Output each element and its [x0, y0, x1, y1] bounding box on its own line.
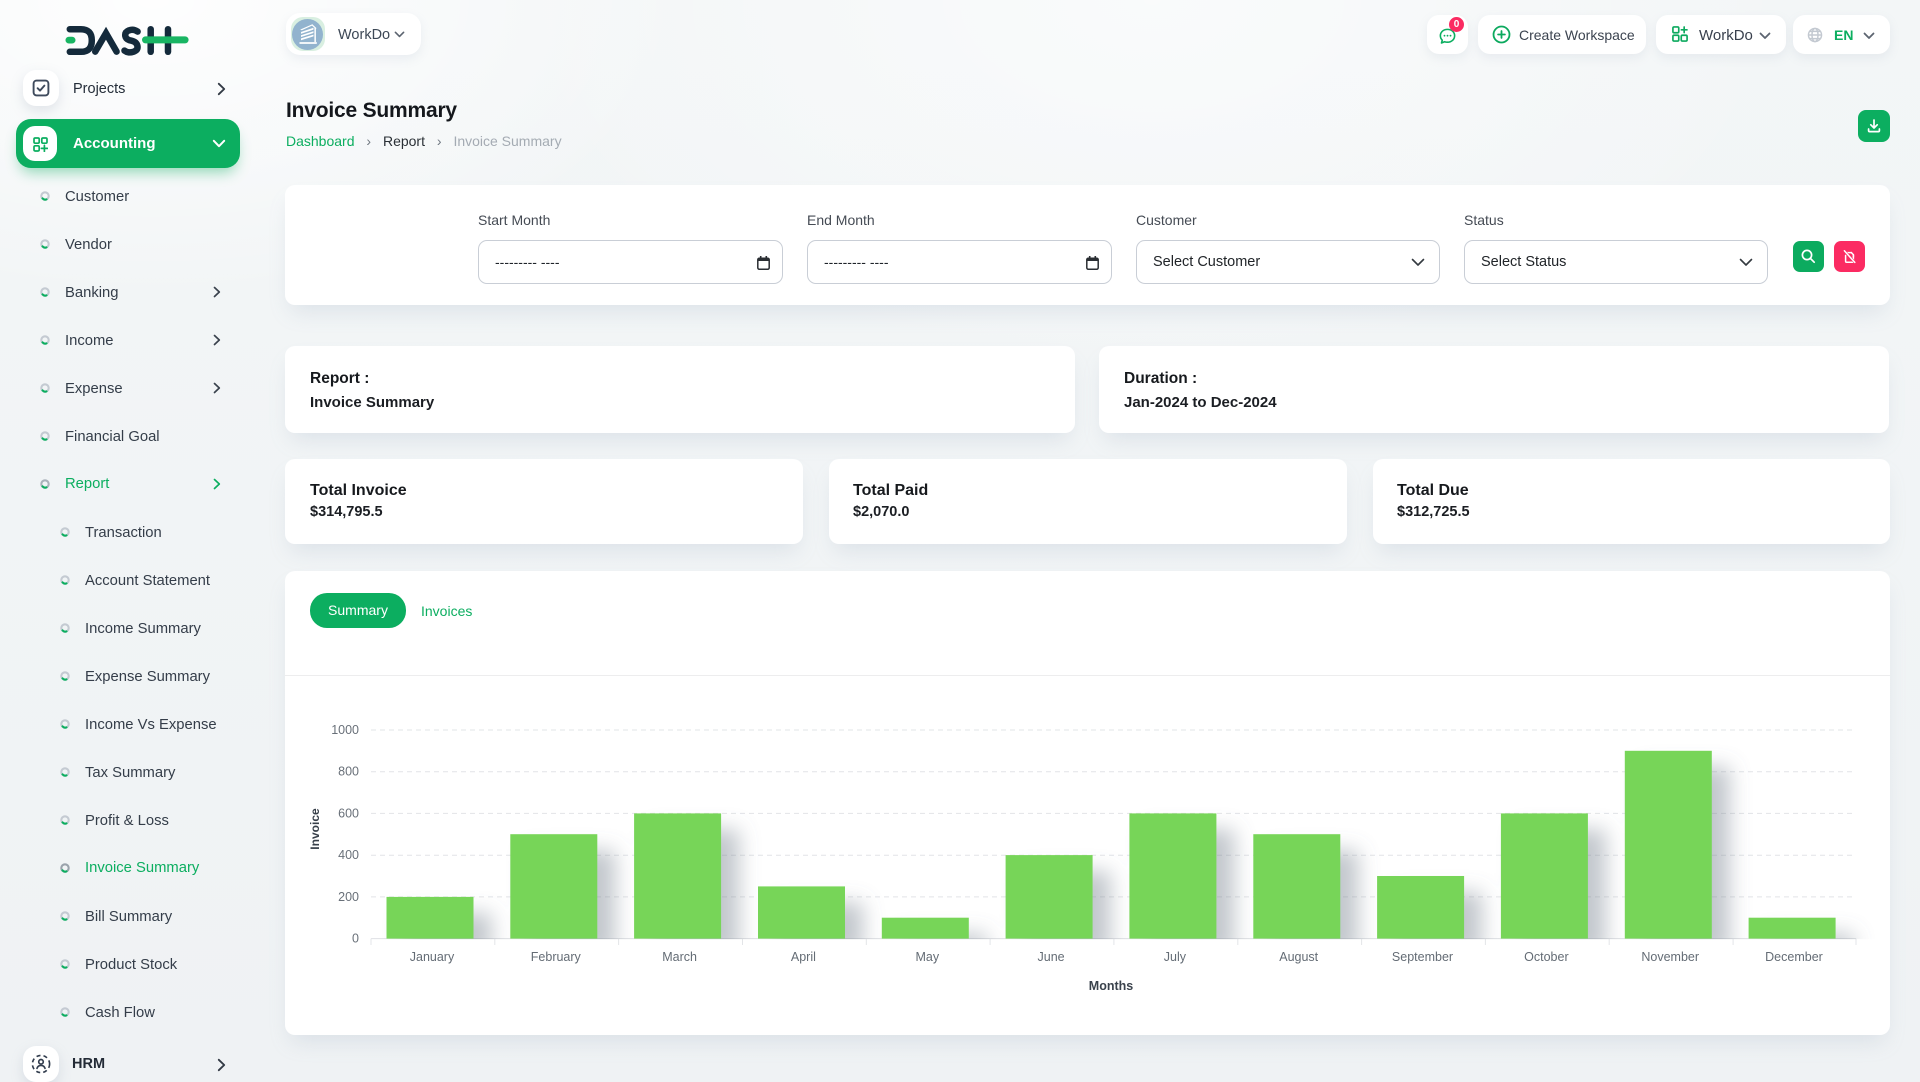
svg-text:March: March [662, 950, 697, 964]
svg-text:800: 800 [338, 765, 359, 779]
svg-text:July: July [1164, 950, 1187, 964]
svg-text:200: 200 [338, 890, 359, 904]
svg-text:November: November [1641, 950, 1699, 964]
svg-text:February: February [531, 950, 582, 964]
svg-text:Invoice: Invoice [308, 808, 322, 850]
svg-text:0: 0 [352, 932, 359, 946]
svg-text:August: August [1279, 950, 1318, 964]
svg-text:600: 600 [338, 806, 359, 820]
svg-text:May: May [915, 950, 939, 964]
svg-text:December: December [1765, 950, 1823, 964]
svg-text:1000: 1000 [331, 723, 359, 737]
svg-text:June: June [1038, 950, 1065, 964]
svg-text:September: September [1392, 950, 1453, 964]
svg-text:April: April [791, 950, 816, 964]
svg-text:January: January [410, 950, 455, 964]
svg-text:October: October [1524, 950, 1568, 964]
svg-text:Months: Months [1089, 979, 1133, 993]
svg-text:400: 400 [338, 848, 359, 862]
